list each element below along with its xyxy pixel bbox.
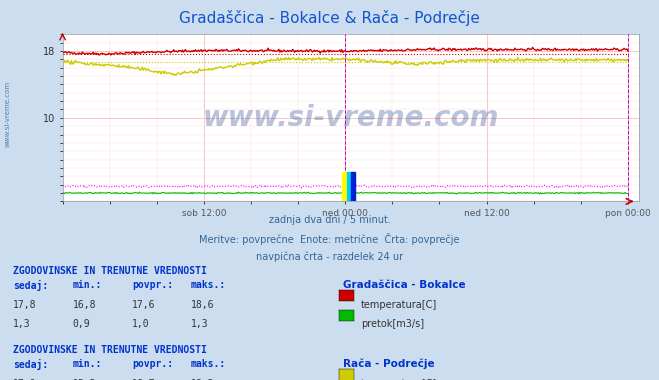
Text: zadnja dva dni / 5 minut.: zadnja dva dni / 5 minut.	[269, 215, 390, 225]
Text: 1,3: 1,3	[13, 319, 31, 329]
Text: min.:: min.:	[72, 359, 102, 369]
Text: Gradaščica - Bokalce & Rača - Podrečje: Gradaščica - Bokalce & Rača - Podrečje	[179, 10, 480, 25]
Text: Meritve: povprečne  Enote: metrične  Črta: povprečje: Meritve: povprečne Enote: metrične Črta:…	[199, 233, 460, 245]
Bar	[347, 172, 351, 201]
Text: temperatura[C]: temperatura[C]	[361, 299, 438, 310]
Text: sedaj:: sedaj:	[13, 280, 48, 291]
Text: pretok[m3/s]: pretok[m3/s]	[361, 319, 424, 329]
Text: ZGODOVINSKE IN TRENUTNE VREDNOSTI: ZGODOVINSKE IN TRENUTNE VREDNOSTI	[13, 345, 207, 355]
Text: povpr.:: povpr.:	[132, 359, 173, 369]
Text: povpr.:: povpr.:	[132, 280, 173, 290]
Text: 1,3: 1,3	[191, 319, 209, 329]
Text: ZGODOVINSKE IN TRENUTNE VREDNOSTI: ZGODOVINSKE IN TRENUTNE VREDNOSTI	[13, 266, 207, 276]
Text: 17,8: 17,8	[13, 299, 37, 310]
Text: www.si-vreme.com: www.si-vreme.com	[5, 81, 11, 147]
Text: 16,8: 16,8	[72, 299, 96, 310]
Text: navpična črta - razdelek 24 ur: navpična črta - razdelek 24 ur	[256, 251, 403, 262]
Text: 18,2: 18,2	[191, 378, 215, 380]
Text: 16,7: 16,7	[132, 378, 156, 380]
Text: Rača - Podrečje: Rača - Podrečje	[343, 359, 434, 369]
Text: 15,3: 15,3	[72, 378, 96, 380]
Text: 17,6: 17,6	[132, 299, 156, 310]
Text: maks.:: maks.:	[191, 359, 226, 369]
Text: Gradaščica - Bokalce: Gradaščica - Bokalce	[343, 280, 465, 290]
Bar	[351, 172, 355, 201]
Text: 1,0: 1,0	[132, 319, 150, 329]
Text: 0,9: 0,9	[72, 319, 90, 329]
Text: 17,9: 17,9	[13, 378, 37, 380]
Text: temperatura[C]: temperatura[C]	[361, 378, 438, 380]
Bar	[343, 172, 347, 201]
Text: min.:: min.:	[72, 280, 102, 290]
Text: 18,6: 18,6	[191, 299, 215, 310]
Text: maks.:: maks.:	[191, 280, 226, 290]
Text: sedaj:: sedaj:	[13, 359, 48, 370]
Text: www.si-vreme.com: www.si-vreme.com	[203, 104, 499, 132]
